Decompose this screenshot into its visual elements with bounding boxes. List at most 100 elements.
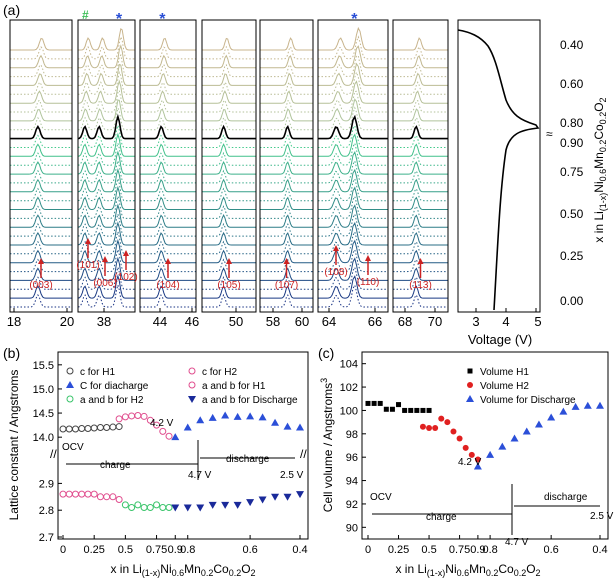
b-point xyxy=(103,424,111,432)
xrd-trace xyxy=(202,231,256,246)
xrd-trace xyxy=(393,294,448,308)
b-legend-marker xyxy=(188,367,196,375)
xrd-trace xyxy=(260,205,313,219)
b-x-tick-label: 0.25 xyxy=(83,544,104,556)
b-point xyxy=(246,412,255,420)
xrd-trace xyxy=(77,212,135,237)
xrd-trace xyxy=(202,90,256,104)
c-point xyxy=(450,428,457,435)
b-point xyxy=(196,416,205,424)
b-y-tick-label: 14.5 xyxy=(33,408,54,420)
hkl-label: (003) xyxy=(29,280,52,291)
b-x-axis-label: x in Li(1-x)Ni0.6Mn0.2Co0.2O2 xyxy=(110,562,255,578)
xrd-trace xyxy=(10,294,72,308)
xrd-trace xyxy=(393,196,448,210)
xrd-trace xyxy=(10,205,72,219)
xrd-trace xyxy=(140,99,196,113)
b-point xyxy=(134,411,142,419)
xrd-trace xyxy=(10,223,72,237)
xrd-trace xyxy=(202,73,256,86)
b-point xyxy=(90,490,98,498)
xrd-trace xyxy=(140,170,196,184)
xrd-trace xyxy=(10,161,72,175)
b-point xyxy=(121,413,129,421)
xrd-trace xyxy=(393,37,448,51)
c-legend-label: Volume H1 xyxy=(480,367,529,378)
xrd-window-frame xyxy=(392,19,449,313)
c-ann-ocv: OCV xyxy=(370,492,392,503)
xrd-trace xyxy=(10,178,72,193)
b-axis-break: // xyxy=(50,447,57,461)
xrd-trace xyxy=(202,64,256,78)
c-point xyxy=(596,401,604,409)
voltage-curve xyxy=(457,29,540,311)
xrd-trace xyxy=(202,124,256,140)
xrd-trace xyxy=(202,214,256,228)
b-point xyxy=(115,423,123,431)
xrd-trace xyxy=(202,284,256,299)
xrd-window-1 xyxy=(77,28,135,308)
xrd-trace xyxy=(260,276,313,290)
c-point xyxy=(426,424,433,431)
xrd-trace xyxy=(140,285,196,299)
xrd-window-4 xyxy=(260,37,313,308)
xrd-trace xyxy=(77,79,135,104)
c-x-tick-label: 0.25 xyxy=(388,544,409,556)
c-legend-marker xyxy=(467,368,473,374)
xrd-trace xyxy=(77,203,135,228)
xrd-trace xyxy=(393,134,448,148)
xrd-trace xyxy=(260,249,313,264)
a-x-tick-060: 0.60 xyxy=(560,77,584,91)
c-point xyxy=(559,407,568,415)
b-legend-label: c for H2 xyxy=(202,367,237,378)
star-marker: * xyxy=(351,11,358,28)
xrd-trace xyxy=(318,230,388,255)
panel-b-label: (b) xyxy=(3,345,20,361)
xrd-trace xyxy=(318,70,388,95)
xrd-trace xyxy=(260,45,313,60)
c-point xyxy=(420,407,426,413)
b-legend-label: C for diacharge xyxy=(80,381,149,392)
xrd-trace xyxy=(393,267,448,281)
a-x-axis-label: x in Li(1-x)Ni0.6Mn0.2Co0.2O2 xyxy=(592,97,608,242)
xrd-trace xyxy=(318,80,388,104)
xrd-trace xyxy=(77,123,135,148)
xrd-trace xyxy=(140,143,196,157)
xrd-trace xyxy=(10,90,72,104)
b-ann-42v: 4.2 V xyxy=(150,418,174,429)
xrd-tick-label: 58 xyxy=(266,314,280,329)
b-point xyxy=(78,424,86,432)
b-point xyxy=(258,413,267,421)
a-x-tick-040: 0.40 xyxy=(560,38,584,52)
xrd-tick-label: 50 xyxy=(229,314,243,329)
xrd-trace xyxy=(77,256,135,281)
c-x-tick-label: 0 xyxy=(365,544,371,556)
star-marker: * xyxy=(159,11,166,28)
axis-break-mark: ≈ xyxy=(546,127,553,141)
c-point xyxy=(426,407,432,413)
c-point xyxy=(419,423,426,430)
xrd-window-frame xyxy=(317,19,389,313)
a-x-tick-080: 0.80 xyxy=(560,116,584,130)
b-point xyxy=(146,504,154,512)
xrd-trace xyxy=(260,72,313,86)
b-x-tick-label: 0.9 xyxy=(168,544,183,556)
a-x-tick-025: 0.25 xyxy=(560,249,584,263)
b-point xyxy=(233,501,242,509)
xrd-trace xyxy=(318,98,388,122)
hkl-label: (101) xyxy=(76,260,99,271)
b-point xyxy=(90,424,98,432)
xrd-trace xyxy=(78,53,135,78)
star-marker: * xyxy=(116,11,123,28)
c-ann-25v: 2.5 V xyxy=(590,511,614,522)
xrd-trace xyxy=(140,223,196,237)
c-ann-charge: charge xyxy=(426,512,457,523)
b-point xyxy=(153,421,161,429)
hkl-arrowhead xyxy=(417,258,424,264)
xrd-trace xyxy=(77,159,135,184)
b-point xyxy=(115,495,123,503)
xrd-trace xyxy=(393,108,448,122)
xrd-window-frames: 18 20 (003) 38 * # (101) (006)(102) 44 46 * (104) 50… xyxy=(7,8,449,329)
b-axis-break: // xyxy=(300,447,307,461)
